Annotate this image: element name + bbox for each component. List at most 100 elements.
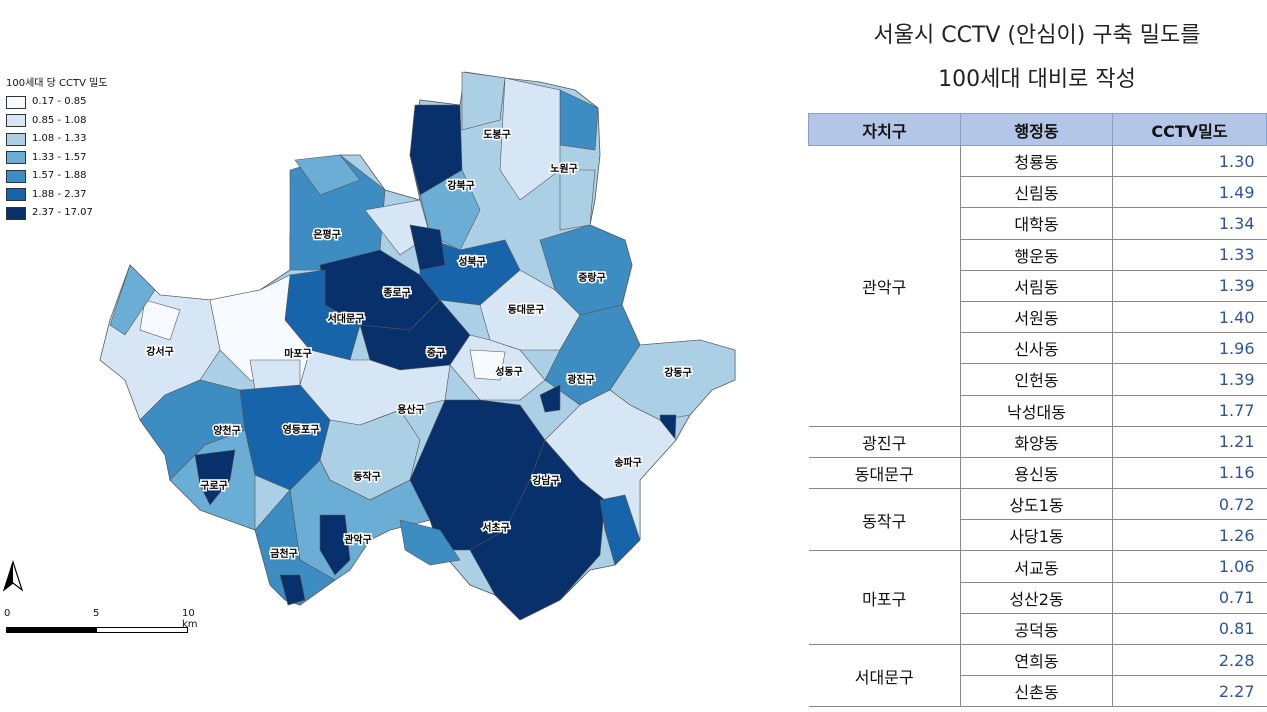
district-label: 서초구 [482,521,510,534]
scale-tick-0: 0 [4,608,11,619]
cell-dong: 화양동 [960,426,1113,458]
cell-dong: 인헌동 [960,363,1113,396]
legend-items: 0.17 - 0.85 0.85 - 1.08 1.08 - 1.33 1.33 - … [6,93,108,223]
header-dong: 행정동 [960,113,1113,146]
scale-tick-5: 5 [93,608,100,619]
district-label: 송파구 [614,456,642,469]
patch-gangseo-nw [109,264,156,336]
cell-gu: 서대문구 [808,644,961,708]
cell-density: 1.96 [1112,332,1267,365]
cell-dong: 상도1동 [960,488,1113,521]
legend-label: 0.17 - 0.85 [32,96,87,108]
legend-label: 0.85 - 1.08 [32,114,87,126]
legend-swatch [6,206,26,220]
district-label: 중랑구 [578,272,606,284]
legend-label: 1.33 - 1.57 [32,151,87,163]
patch-guro-dark [194,449,236,506]
district-label: 금천구 [270,547,298,560]
title: 서울시 CCTV (안심이) 구축 밀도를 100세대 대비로 작성 [808,14,1266,102]
cell-dong: 낙성대동 [960,395,1113,427]
legend-item: 1.33 - 1.57 [6,149,108,168]
patch-songpa-se [599,494,641,566]
patch-geumcheon-dark [279,574,306,606]
table-row: 서대문구 연희동 2.28 [808,644,1267,708]
legend-item: 1.88 - 2.37 [6,186,108,205]
patch-gangseo-w [139,299,181,341]
district-label: 강남구 [532,474,560,487]
legend-label: 1.88 - 2.37 [32,188,87,200]
cell-density: 1.39 [1112,363,1267,396]
table-row: 성산2동 0.71 [809,582,1267,614]
cell-dong: 행운동 [960,239,1113,271]
legend-title: 100세대 당 CCTV 밀도 [6,78,108,89]
cell-density: 1.39 [1112,270,1267,302]
cell-density: 1.16 [1112,457,1267,490]
legend-swatch [6,95,26,109]
district-label: 구로구 [200,480,228,492]
district-label: 동대문구 [508,303,545,316]
table-row: 공덕동 0.81 [809,613,1267,646]
district-label: 용산구 [397,403,425,416]
legend-item: 2.37 - 17.07 [6,204,108,223]
patch-nowon-se [559,169,596,231]
legend-swatch [6,132,26,146]
patch-seocho-s [399,519,461,566]
table-row: 서원동 1.40 [809,301,1267,334]
patch-nowon [499,77,561,201]
cell-density: 0.81 [1112,613,1267,646]
patch-gwangjin-dark [539,384,561,413]
table-row: 광진구 화양동 1.21 [808,426,1267,458]
cell-dong: 신촌동 [960,675,1113,708]
scale-tick-10: 10 km [182,608,198,630]
title-line-1: 서울시 CCTV (안심이) 구축 밀도를 [873,23,1201,48]
district-label: 서대문구 [328,312,365,325]
scale-segment-white [96,627,188,633]
cell-dong: 서림동 [960,270,1113,302]
cell-density: 1.26 [1112,519,1267,552]
table-row: 관악구 청룡동 1.30 [808,145,1267,427]
district-label: 강동구 [664,366,692,379]
cell-density: 2.27 [1112,675,1267,708]
table-row: 인헌동 1.39 [809,363,1267,396]
legend-item: 0.17 - 0.85 [6,93,108,112]
patch-nowon-ne [559,89,599,151]
cell-dong: 신림동 [960,176,1113,209]
patch-songpa [544,389,677,566]
table-row: 사당1동 1.26 [809,519,1267,552]
cell-density: 1.40 [1112,301,1267,334]
cell-density: 0.72 [1112,488,1267,521]
cell-density: 2.28 [1112,644,1267,677]
table-row: 동작구 상도1동 0.72 [808,488,1267,552]
table-row: 서림동 1.39 [809,270,1267,302]
cell-density: 1.77 [1112,395,1267,427]
district-label: 은평구 [313,228,341,241]
cell-gu: 동대문구 [808,457,961,490]
table-header-row: 자치구 행정동 CCTV밀도 [808,113,1267,146]
legend-item: 1.57 - 1.88 [6,167,108,186]
cell-dong: 서교동 [960,550,1113,583]
district-label: 강북구 [447,179,475,192]
table-row: 신촌동 2.27 [809,675,1267,708]
district-label: 강서구 [146,345,174,358]
patch-seongbuk-n [409,224,446,271]
district-label: 동작구 [353,470,381,483]
cell-density: 1.06 [1112,550,1267,583]
district-label: 노원구 [550,162,578,175]
cell-density: 1.49 [1112,176,1267,209]
legend-label: 2.37 - 17.07 [32,207,93,219]
cell-density: 1.30 [1112,145,1267,178]
cell-density: 1.33 [1112,239,1267,271]
table-row: 마포구 서교동 1.06 [808,550,1267,645]
header-gu: 자치구 [808,113,961,146]
scale-bar: 0 5 10 km [4,608,206,638]
patch-seongdong-w [469,349,506,381]
cell-density: 1.34 [1112,207,1267,240]
cell-dong: 연희동 [960,644,1113,677]
district-label: 도봉구 [483,129,511,141]
table-row: 낙성대동 1.77 [809,395,1267,427]
scale-segment-black [6,627,97,633]
table-body: 관악구 청룡동 1.30 신림동 1.49 대학동 1.34 행운동 1.33 서림동 1.39 서원… [808,145,1267,708]
patch-geumcheon [254,489,336,606]
cell-dong: 신사동 [960,332,1113,365]
